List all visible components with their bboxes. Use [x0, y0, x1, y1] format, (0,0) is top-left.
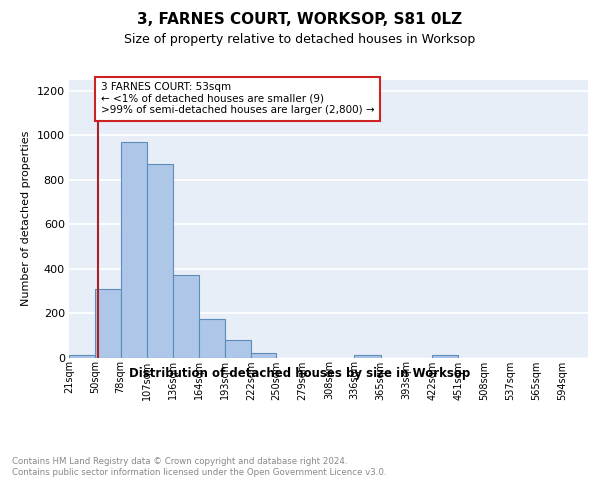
Bar	[69, 356, 95, 358]
Text: Size of property relative to detached houses in Worksop: Size of property relative to detached ho…	[124, 32, 476, 46]
Bar	[199, 318, 225, 358]
Bar	[147, 164, 173, 358]
Text: Distribution of detached houses by size in Worksop: Distribution of detached houses by size …	[130, 368, 470, 380]
Text: Contains HM Land Registry data © Crown copyright and database right 2024.
Contai: Contains HM Land Registry data © Crown c…	[12, 458, 386, 477]
Bar	[225, 340, 251, 357]
Bar	[95, 288, 121, 358]
Bar	[173, 276, 199, 357]
Bar	[355, 356, 380, 358]
Bar	[251, 352, 277, 358]
Y-axis label: Number of detached properties: Number of detached properties	[21, 131, 31, 306]
Text: 3 FARNES COURT: 53sqm
← <1% of detached houses are smaller (9)
>99% of semi-deta: 3 FARNES COURT: 53sqm ← <1% of detached …	[101, 82, 374, 116]
Text: 3, FARNES COURT, WORKSOP, S81 0LZ: 3, FARNES COURT, WORKSOP, S81 0LZ	[137, 12, 463, 28]
Bar	[432, 356, 458, 358]
Bar	[121, 142, 147, 358]
